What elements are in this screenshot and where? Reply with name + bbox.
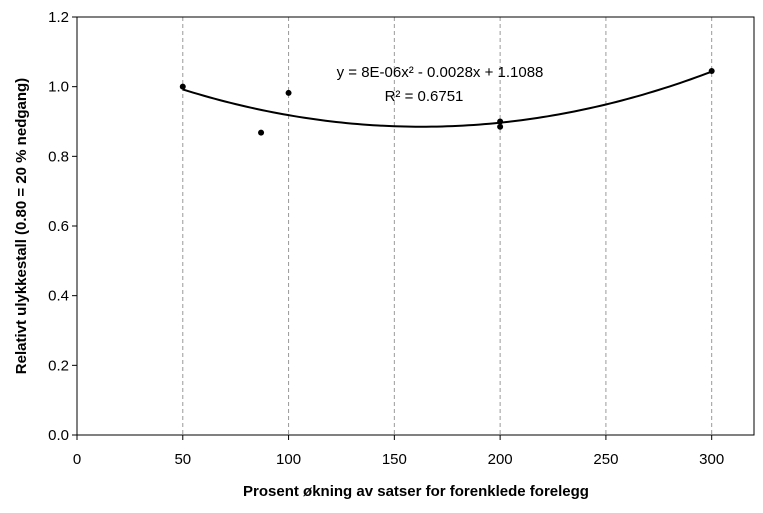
x-tick-label-50: 50 — [174, 451, 191, 468]
trendline-equation: y = 8E-06x² - 0.0028x + 1.1088 — [337, 64, 544, 81]
data-point-6 — [708, 67, 715, 74]
y-axis-title: Relativt ulykkestall (0.80 = 20 % nedgan… — [13, 78, 30, 374]
y-tick-labels: 0.0 0.2 0.4 0.6 0.8 1.0 1.2 — [48, 9, 69, 444]
axes — [72, 16, 755, 440]
x-tick-label-300: 300 — [699, 451, 724, 468]
x-tick-label-150: 150 — [382, 451, 407, 468]
x-tick-label-250: 250 — [593, 451, 618, 468]
y-tick-label-0.4: 0.4 — [48, 288, 69, 305]
x-tick-labels: 0 50 100 150 200 250 300 — [73, 451, 724, 468]
trendline-curve — [182, 70, 713, 128]
y-tick-label-0.8: 0.8 — [48, 148, 69, 165]
r-squared-label: R² = 0.6751 — [385, 88, 464, 105]
data-point-2 — [258, 129, 265, 136]
x-tick-label-200: 200 — [488, 451, 513, 468]
x-axis-title: Prosent økning av satser for forenklede … — [243, 483, 589, 500]
y-tick-label-1: 1.0 — [48, 79, 69, 96]
data-points — [179, 67, 715, 136]
data-point-1 — [179, 83, 186, 90]
data-point-5 — [497, 123, 504, 130]
x-tick-label-100: 100 — [276, 451, 301, 468]
y-tick-label-0.6: 0.6 — [48, 218, 69, 235]
x-tick-label-0: 0 — [73, 451, 81, 468]
y-tick-label-1.2: 1.2 — [48, 9, 69, 26]
trendline-group — [182, 70, 713, 128]
y-tick-label-0: 0.0 — [48, 427, 69, 444]
data-point-3 — [285, 89, 292, 96]
data-point-4 — [497, 118, 504, 125]
y-tick-label-0.2: 0.2 — [48, 357, 69, 374]
